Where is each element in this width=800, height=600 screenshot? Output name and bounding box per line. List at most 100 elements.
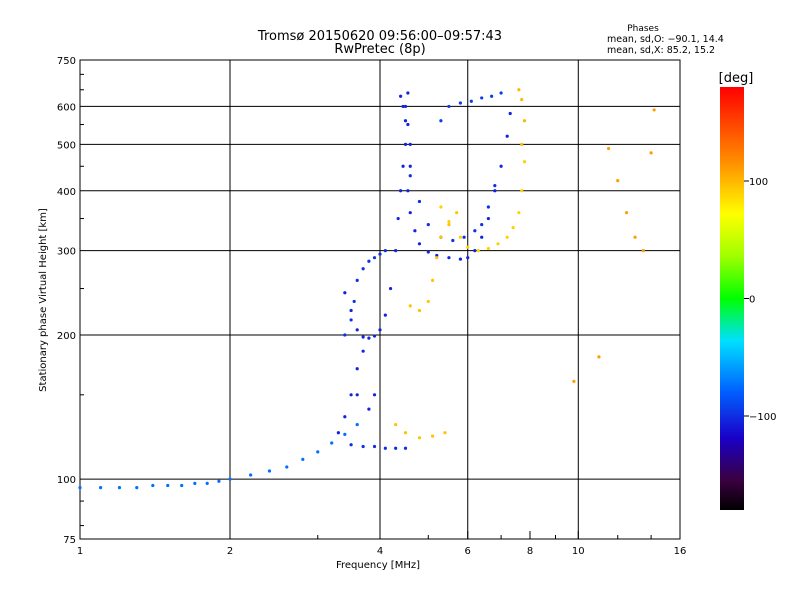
data-point (493, 184, 497, 188)
data-point (372, 256, 377, 260)
data-point (383, 249, 387, 253)
data-point (135, 486, 139, 490)
data-point (343, 291, 347, 295)
y-tick-label: 400 (57, 187, 76, 198)
data-point (388, 286, 393, 291)
data-point (455, 211, 459, 215)
data-point (408, 164, 412, 168)
data-point (466, 256, 470, 260)
y-tick-label: 600 (57, 102, 76, 113)
data-point (383, 313, 387, 317)
y-tick-label: 300 (57, 247, 76, 258)
data-point (352, 299, 356, 304)
data-point (649, 151, 653, 155)
data-point (624, 211, 629, 215)
data-point (228, 477, 232, 481)
data-point (401, 164, 405, 168)
data-point (355, 367, 359, 371)
data-point (473, 229, 477, 233)
data-point (447, 219, 451, 224)
data-point (473, 249, 477, 253)
data-point (249, 473, 253, 477)
data-point (78, 486, 82, 490)
data-point (480, 235, 484, 239)
x-tick-label: 16 (674, 546, 687, 557)
data-point (355, 422, 359, 427)
data-point (361, 335, 365, 339)
data-point (517, 211, 521, 215)
x-tick-label: 2 (227, 546, 233, 557)
data-point (408, 304, 412, 308)
data-point (349, 393, 353, 397)
data-point (349, 308, 353, 313)
data-point (403, 142, 408, 146)
data-point (439, 235, 443, 239)
data-point (99, 486, 103, 490)
y-tick-label: 200 (57, 331, 76, 342)
data-point (372, 393, 377, 397)
x-tick-label: 10 (572, 546, 585, 557)
data-point (520, 189, 524, 193)
data-point (355, 278, 359, 282)
data-point (641, 249, 645, 253)
data-point (486, 216, 490, 221)
data-point (493, 189, 497, 193)
data-point (151, 483, 155, 488)
data-point (426, 222, 430, 227)
data-point (193, 481, 197, 485)
data-point (417, 436, 422, 440)
data-point (355, 328, 359, 332)
data-point (469, 99, 473, 103)
data-point (343, 415, 347, 419)
data-point (217, 479, 221, 483)
data-point (343, 333, 347, 337)
data-point (403, 119, 408, 123)
data-point (476, 249, 480, 253)
data-point (408, 211, 412, 215)
data-point (430, 434, 435, 438)
data-point (426, 299, 430, 304)
x-axis: 1 2 4 6 8 10 16 (77, 531, 687, 557)
data-point (361, 349, 365, 353)
data-point (205, 481, 209, 485)
x-tick-label: 1 (77, 546, 83, 557)
colorbar-tick-label: 0 (749, 295, 755, 306)
data-point (336, 431, 340, 435)
y-tick-label: 75 (63, 535, 76, 546)
data-point (316, 450, 320, 454)
data-point (447, 222, 451, 227)
data-point (417, 308, 422, 313)
x-tick-label: 8 (527, 546, 533, 557)
data-point (403, 104, 408, 109)
data-point (439, 205, 443, 209)
data-point (522, 119, 527, 123)
data-point (394, 446, 398, 450)
data-point (430, 278, 435, 282)
y-tick-label: 100 (57, 475, 76, 486)
data-point (267, 469, 272, 473)
data-point (396, 216, 400, 221)
colorbar-tick-label: −100 (749, 412, 776, 423)
data-point (511, 226, 515, 230)
colorbar-ticks: 100 0 −100 (744, 177, 776, 423)
y-tick-label: 500 (57, 140, 76, 151)
data-point (505, 134, 509, 138)
data-points (78, 88, 656, 490)
data-point (652, 108, 656, 112)
data-point (458, 257, 463, 261)
data-point (180, 483, 184, 488)
data-point (486, 205, 490, 209)
data-point (394, 422, 398, 427)
data-point (408, 142, 412, 146)
data-point (403, 446, 408, 450)
x-tick-label: 6 (465, 546, 471, 557)
data-point (520, 142, 524, 146)
data-point (372, 334, 377, 338)
data-point (117, 486, 122, 490)
data-point (367, 336, 371, 340)
data-point (343, 432, 347, 437)
phases-x: mean, sd,X: 85.2, 15.2 (607, 45, 715, 56)
colorbar-label: [deg] (719, 71, 754, 86)
data-point (606, 146, 611, 151)
